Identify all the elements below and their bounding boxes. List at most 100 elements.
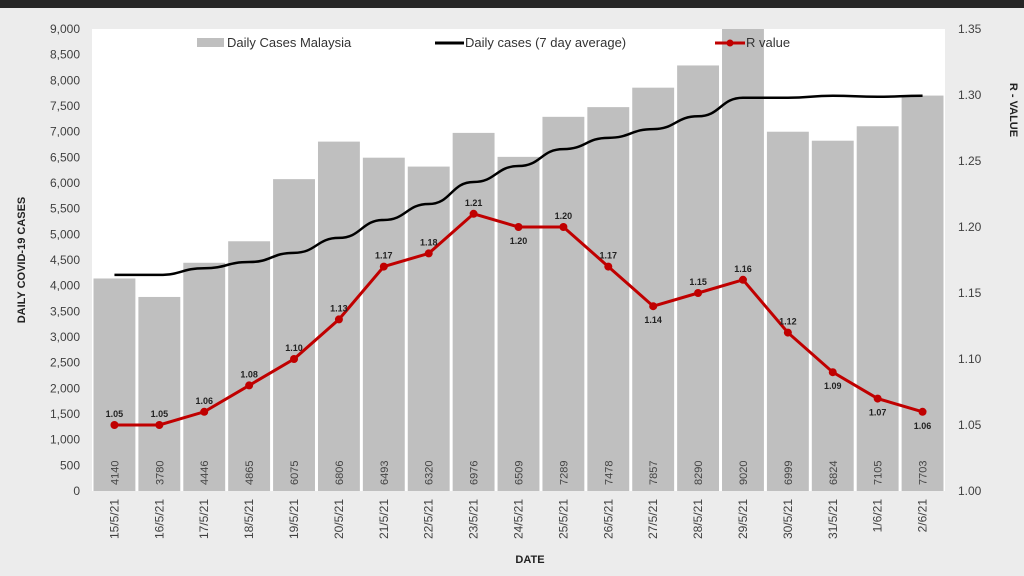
r-value-point — [379, 262, 388, 271]
bar-value-label: 8290 — [693, 461, 705, 485]
bar — [722, 29, 764, 491]
r-value-label: 1.17 — [600, 251, 618, 261]
y-tick-label: 500 — [60, 458, 80, 472]
r-value-label: 1.16 — [734, 264, 752, 274]
x-axis-label: DATE — [515, 554, 544, 566]
bar — [407, 166, 450, 491]
bar — [138, 296, 181, 491]
x-tick-label: 23/5/21 — [467, 499, 481, 539]
legend: Daily Cases Malaysia Daily cases (7 day … — [197, 35, 790, 50]
y-tick-label: 7,500 — [50, 99, 80, 113]
r-value-point — [738, 275, 747, 284]
y-tick-label: 0 — [73, 484, 80, 498]
r-value-label: 1.09 — [824, 381, 842, 391]
x-tick-label: 18/5/21 — [242, 499, 256, 539]
y-tick-label: 4,500 — [50, 253, 80, 267]
r-value-label: 1.06 — [914, 421, 932, 431]
y-tick-label: 2,000 — [50, 381, 80, 395]
bar-value-label: 6509 — [514, 461, 526, 485]
y-tick-label: 6,500 — [50, 150, 80, 164]
r-value-label: 1.14 — [644, 315, 662, 325]
r-value-point — [604, 262, 613, 271]
y2-axis-label: R - VALUE — [1007, 83, 1019, 137]
r-value-label: 1.21 — [465, 198, 483, 208]
y-tick-label: 5,500 — [50, 202, 80, 216]
y-tick-label: 6,000 — [50, 176, 80, 190]
bar-value-label: 9020 — [738, 461, 750, 485]
bar-value-label: 7703 — [918, 461, 930, 485]
x-tick-label: 24/5/21 — [512, 499, 526, 539]
x-tick-label: 20/5/21 — [332, 499, 346, 539]
x-tick-label: 17/5/21 — [197, 499, 211, 539]
bar — [901, 95, 944, 491]
r-value-point — [334, 315, 343, 324]
bar-value-label: 6999 — [783, 461, 795, 485]
bar — [497, 156, 540, 491]
r-value-point — [469, 209, 478, 218]
y-tick-label: 5,000 — [50, 227, 80, 241]
y2-tick-label: 1.25 — [958, 154, 982, 168]
bar-value-label: 6320 — [424, 461, 436, 485]
r-value-label: 1.20 — [555, 211, 573, 221]
y2-tick-label: 1.10 — [958, 352, 982, 366]
r-value-label: 1.05 — [151, 409, 169, 419]
bar — [452, 132, 495, 491]
y-tick-label: 4,000 — [50, 279, 80, 293]
r-value-point — [110, 421, 119, 429]
x-tick-label: 29/5/21 — [736, 499, 750, 539]
r-value-label: 1.07 — [869, 408, 887, 418]
bar — [811, 140, 854, 491]
bar-value-label: 7289 — [558, 461, 570, 485]
top-bar — [0, 0, 1024, 8]
y2-tick-label: 1.15 — [958, 286, 982, 300]
r-value-point — [873, 394, 882, 403]
x-tick-label: 28/5/21 — [691, 499, 705, 539]
y2-tick-label: 1.35 — [958, 22, 982, 36]
bar-value-label: 6976 — [469, 461, 481, 485]
avg-line — [114, 94, 923, 277]
bar — [856, 126, 899, 491]
y-tick-label: 1,500 — [50, 407, 80, 421]
r-value-label: 1.20 — [510, 236, 528, 246]
bar — [93, 278, 136, 491]
legend-label-r: R value — [746, 35, 790, 50]
bar-value-label: 3780 — [154, 461, 166, 485]
legend-swatch-bars — [197, 38, 224, 47]
y-tick-label: 7,000 — [50, 125, 80, 139]
y-tick-label: 8,000 — [50, 73, 80, 87]
x-tick-label: 2/6/21 — [916, 499, 930, 533]
r-value-label: 1.12 — [779, 317, 797, 327]
legend-marker-r — [726, 39, 734, 47]
y2-tick-label: 1.05 — [958, 418, 982, 432]
x-tick-label: 16/5/21 — [152, 499, 166, 539]
y-tick-label: 8,500 — [50, 48, 80, 62]
bar — [677, 65, 720, 492]
x-tick-label: 22/5/21 — [422, 499, 436, 539]
r-value-label: 1.05 — [106, 409, 124, 419]
r-value-point — [918, 407, 927, 416]
x-tick-label: 19/5/21 — [287, 499, 301, 539]
y2-tick-label: 1.20 — [958, 220, 982, 234]
bar-value-label: 7478 — [603, 461, 615, 485]
bar — [362, 157, 405, 491]
bar-value-label: 4446 — [199, 461, 211, 485]
y2-tick-label: 1.30 — [958, 88, 982, 102]
y-tick-label: 3,500 — [50, 304, 80, 318]
y-tick-label: 9,000 — [50, 22, 80, 36]
x-tick-label: 21/5/21 — [377, 499, 391, 539]
r-value-point — [694, 289, 703, 297]
bar-value-label: 6824 — [828, 461, 840, 485]
bar-value-label: 4140 — [109, 461, 121, 485]
bar-value-label: 6075 — [289, 461, 301, 485]
bar-value-label: 7857 — [648, 461, 660, 485]
r-value-label: 1.15 — [689, 277, 707, 287]
r-value-point — [559, 223, 568, 231]
r-value-point — [245, 381, 254, 390]
x-tick-label: 30/5/21 — [781, 499, 795, 539]
legend-label-bars: Daily Cases Malaysia — [227, 35, 352, 50]
y2-tick-label: 1.00 — [958, 484, 982, 498]
r-value-label: 1.13 — [330, 303, 348, 313]
r-value-point — [514, 223, 523, 231]
legend-label-avg: Daily cases (7 day average) — [465, 35, 626, 50]
